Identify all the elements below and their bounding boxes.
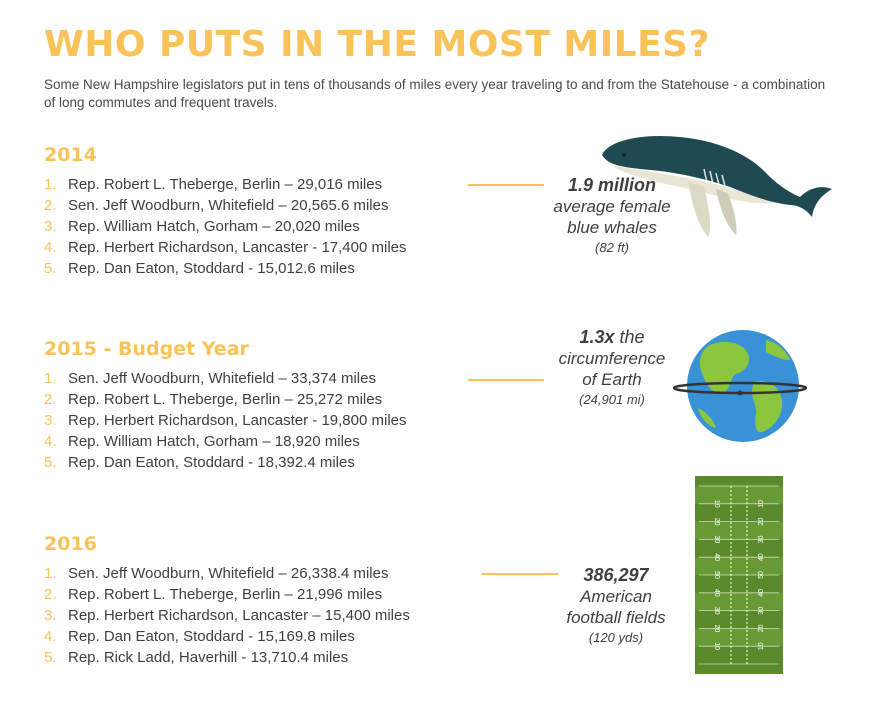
yard-marker: 30 [758, 535, 765, 543]
yard-marker: 10 [713, 500, 720, 508]
fact-line: average female [553, 197, 671, 216]
list-item: 4. Rep. William Hatch, Gorham – 18,920 mi… [44, 431, 407, 452]
yard-marker: 20 [758, 518, 765, 526]
rank-number: 3. [44, 607, 57, 624]
yard-marker: 20 [758, 624, 765, 632]
rank-text: Rep. Dan Eaton, Stoddard - 18,392.4 mile… [68, 454, 355, 471]
rank-number: 3. [44, 412, 57, 429]
field-stripe [695, 521, 783, 540]
list-item: 2. Sen. Jeff Woodburn, Whitefield – 20,56… [44, 195, 407, 216]
field-stripe [695, 557, 783, 575]
yard-marker: 50 [713, 571, 720, 579]
rank-number: 4. [44, 433, 57, 450]
list-item: 1. Sen. Jeff Woodburn, Whitefield – 26,33… [44, 563, 410, 584]
page-subtitle: Some New Hampshire legislators put in te… [44, 77, 826, 110]
rank-number: 5. [44, 649, 57, 666]
fact-value-suffix: the [614, 327, 645, 347]
rank-number: 4. [44, 239, 57, 256]
connector-line-2015 [468, 379, 544, 381]
rank-number: 2. [44, 197, 57, 214]
ranking-list-2014: 1. Rep. Robert L. Theberge, Berlin – 29,0… [44, 174, 407, 279]
list-item: 2. Rep. Robert L. Theberge, Berlin – 21,9… [44, 584, 410, 605]
fact-line: football fields [566, 608, 666, 627]
rank-number: 1. [44, 370, 57, 387]
rank-text: Sen. Jeff Woodburn, Whitefield – 26,338.… [68, 565, 389, 582]
yard-marker: 40 [758, 553, 765, 561]
yard-marker: 30 [713, 536, 720, 544]
rank-text: Rep. Dan Eaton, Stoddard - 15,169.8 mile… [68, 628, 355, 645]
year-heading-2014: 2014 [44, 144, 97, 166]
fact-unit: (24,901 mi) [579, 392, 645, 407]
fact-line: of Earth [582, 370, 642, 389]
rank-text: Rep. Herbert Richardson, Lancaster - 19,… [68, 412, 407, 429]
rank-text: Rep. Herbert Richardson, Lancaster – 15,… [68, 607, 410, 624]
rank-number: 1. [44, 565, 57, 582]
rank-text: Rep. Dan Eaton, Stoddard - 15,012.6 mile… [68, 260, 355, 277]
yard-marker: 20 [713, 518, 720, 526]
yard-marker: 10 [758, 500, 765, 508]
yard-marker: 40 [713, 553, 720, 561]
rank-text: Sen. Jeff Woodburn, Whitefield – 20,565.… [68, 197, 389, 214]
yard-marker: 10 [713, 642, 720, 650]
list-item: 4. Rep. Herbert Richardson, Lancaster - 1… [44, 237, 407, 258]
rank-number: 5. [44, 260, 57, 277]
rank-text: Rep. William Hatch, Gorham – 18,920 mile… [68, 433, 360, 450]
fact-value: 386,297 [583, 565, 649, 585]
year-heading-2016: 2016 [44, 533, 97, 555]
page-title: WHO PUTS IN THE MOST MILES? [44, 24, 710, 65]
list-item: 4. Rep. Dan Eaton, Stoddard - 15,169.8 mi… [44, 626, 410, 647]
rank-text: Sen. Jeff Woodburn, Whitefield – 33,374 … [68, 370, 376, 387]
fact-line: American [580, 587, 652, 606]
yard-marker: 30 [713, 607, 720, 615]
yard-marker: 40 [713, 589, 720, 597]
list-item: 1. Sen. Jeff Woodburn, Whitefield – 33,37… [44, 368, 407, 389]
field-stripe [695, 592, 783, 611]
comparison-fact-2014: 1.9 million average female blue whales (… [532, 174, 692, 258]
yard-marker: 40 [758, 589, 765, 597]
connector-line-2016 [482, 573, 558, 575]
fact-line: blue whales [567, 218, 657, 237]
whale-icon [602, 135, 832, 237]
list-item: 5. Rep. Rick Ladd, Haverhill - 13,710.4 m… [44, 647, 410, 668]
rank-text: Rep. Robert L. Theberge, Berlin – 21,996… [68, 586, 383, 603]
rank-number: 3. [44, 218, 57, 235]
list-item: 5. Rep. Dan Eaton, Stoddard - 18,392.4 mi… [44, 452, 407, 473]
rank-number: 2. [44, 586, 57, 603]
rank-number: 5. [44, 454, 57, 471]
comparison-fact-2015: 1.3x the circumference of Earth (24,901 … [532, 326, 692, 410]
yard-marker: 50 [758, 571, 765, 579]
fact-unit: (120 yds) [588, 630, 644, 645]
fact-unit: (82 ft) [595, 240, 629, 255]
yard-marker: 30 [758, 607, 765, 615]
rank-text: Rep. Robert L. Theberge, Berlin – 25,272… [68, 391, 383, 408]
year-heading-2015: 2015 - Budget Year [44, 338, 249, 360]
yard-marker: 10 [758, 642, 765, 650]
rank-number: 1. [44, 176, 57, 193]
rank-number: 2. [44, 391, 57, 408]
field-stripe [695, 628, 783, 647]
earth-icon [672, 330, 808, 442]
field-stripe [695, 486, 783, 504]
comparison-fact-2016: 386,297 American football fields (120 yd… [536, 564, 696, 648]
ranking-list-2015: 1. Sen. Jeff Woodburn, Whitefield – 33,37… [44, 368, 407, 473]
list-item: 5. Rep. Dan Eaton, Stoddard - 15,012.6 mi… [44, 258, 407, 279]
fact-line: circumference [558, 349, 666, 368]
rank-text: Rep. Herbert Richardson, Lancaster - 17,… [68, 239, 407, 256]
fact-value: 1.3x [579, 327, 615, 347]
connector-line-2014 [468, 184, 544, 186]
list-item: 3. Rep. Herbert Richardson, Lancaster – 1… [44, 605, 410, 626]
fact-value: 1.9 million [567, 175, 657, 195]
ranking-list-2016: 1. Sen. Jeff Woodburn, Whitefield – 26,33… [44, 563, 410, 668]
rank-text: Rep. William Hatch, Gorham – 20,020 mile… [68, 218, 360, 235]
football-field-icon: 10 10 20 20 30 30 40 40 50 50 40 40 30 30 20 20 10 10 [695, 476, 783, 674]
rank-text: Rep. Robert L. Theberge, Berlin – 29,016… [68, 176, 383, 193]
list-item: 2. Rep. Robert L. Theberge, Berlin – 25,2… [44, 389, 407, 410]
list-item: 3. Rep. Herbert Richardson, Lancaster - 1… [44, 410, 407, 431]
list-item: 3. Rep. William Hatch, Gorham – 20,020 mi… [44, 216, 407, 237]
list-item: 1. Rep. Robert L. Theberge, Berlin – 29,0… [44, 174, 407, 195]
rank-number: 4. [44, 628, 57, 645]
rank-text: Rep. Rick Ladd, Haverhill - 13,710.4 mil… [68, 649, 349, 666]
yard-marker: 20 [713, 625, 720, 633]
